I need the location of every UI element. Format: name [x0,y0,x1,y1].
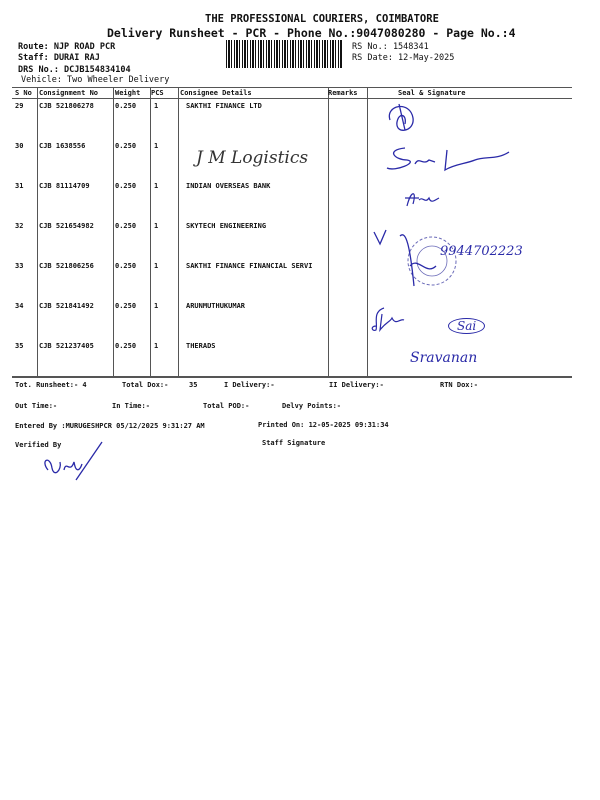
handwritten-phone: 9944702223 [440,244,523,259]
sno: 34 [15,302,24,310]
weight: 0.250 [115,182,137,190]
handwritten-consignee: J M Logistics [196,148,309,168]
vehicle: Vehicle: Two Wheeler Delivery [21,75,170,85]
consignee: SKYTECH ENGINEERING [186,222,267,230]
total-dox-value: 35 [189,381,198,389]
total-dox-label: Total Dox:- [122,381,169,389]
column-header: Weight [115,89,141,97]
column-header: Remarks [328,89,358,97]
consignment-no: CJB 1638556 [39,142,86,150]
handwritten-sravanan: Sravanan [410,350,478,366]
weight: 0.250 [115,342,137,350]
sno: 29 [15,102,24,110]
table-top-border [12,87,572,88]
consignment-no: CJB 521806256 [39,262,94,270]
delvy-points: Delvy Points:- [282,402,342,410]
drs-no: DRS No.: DCJB154834104 [18,65,131,75]
in-time: In Time:- [112,402,150,410]
column-divider [113,87,114,376]
column-header: Seal & Signature [398,89,466,97]
printed-on: Printed On: 12-05-2025 09:31:34 [258,421,389,429]
weight: 0.250 [115,102,137,110]
column-header: PCS [151,89,164,97]
signature-row-31 [405,193,440,207]
consignment-no: CJB 81114709 [39,182,90,190]
consignee: SAKTHI FINANCE FINANCIAL SERVI [186,262,313,270]
sno: 33 [15,262,24,270]
consignment-no: CJB 521237405 [39,342,94,350]
staff: Staff: DURAI RAJ [18,53,100,63]
consignee: SAKTHI FINANCE LTD [186,102,262,110]
rs-no: RS No.: 1548341 [352,42,429,52]
runsheet-title: Delivery Runsheet - PCR - Phone No.:9047… [107,26,516,40]
pcs: 1 [154,262,159,270]
column-header: Consignment No [39,89,99,97]
sno: 35 [15,342,24,350]
table-bottom-border [12,376,572,378]
ii-delivery: II Delivery:- [329,381,384,389]
pcs: 1 [154,342,159,350]
rtn-dox: RTN Dox:- [440,381,478,389]
rs-date: RS Date: 12-May-2025 [352,53,455,63]
pcs: 1 [154,222,159,230]
weight: 0.250 [115,222,137,230]
column-divider [328,87,329,376]
i-delivery: I Delivery:- [224,381,275,389]
handwritten-sai: Sai [448,318,486,334]
column-divider [150,87,151,376]
column-header: S No [15,89,32,97]
total-pod: Total POD:- [203,402,250,410]
signature-row-30 [386,147,510,172]
pcs: 1 [154,302,159,310]
pcs: 1 [154,142,159,150]
sno: 30 [15,142,24,150]
consignment-no: CJB 521654982 [39,222,94,230]
signature-row-29 [388,103,414,131]
tot-runsheet: Tot. Runsheet:- 4 [15,381,87,389]
company-name: THE PROFESSIONAL COURIERS, COIMBATORE [205,13,439,25]
column-divider [37,87,38,376]
consignee: THERADS [186,342,216,350]
consignee: ARUNMUTHUKUMAR [186,302,246,310]
sno: 32 [15,222,24,230]
barcode [226,40,343,68]
consignment-no: CJB 521806278 [39,102,94,110]
route: Route: NJP ROAD PCR [18,42,116,52]
column-divider [367,87,368,376]
column-header: Consignee Details [180,89,252,97]
header-divider [12,98,572,99]
pcs: 1 [154,102,159,110]
staff-signature-label: Staff Signature [262,439,326,447]
consignee: INDIAN OVERSEAS BANK [186,182,271,190]
out-time: Out Time:- [15,402,58,410]
entered-by: Entered By :MURUGESHPCR 05/12/2025 9:31:… [15,422,205,430]
stamp-signature-row-32-33 [373,229,457,287]
consignment-no: CJB 521841492 [39,302,94,310]
sno: 31 [15,182,24,190]
weight: 0.250 [115,142,137,150]
weight: 0.250 [115,302,137,310]
weight: 0.250 [115,262,137,270]
signature-row-34 [371,307,405,333]
verified-by: Verified By [15,441,62,449]
pcs: 1 [154,182,159,190]
verified-signature [44,441,103,481]
column-divider [178,87,179,376]
